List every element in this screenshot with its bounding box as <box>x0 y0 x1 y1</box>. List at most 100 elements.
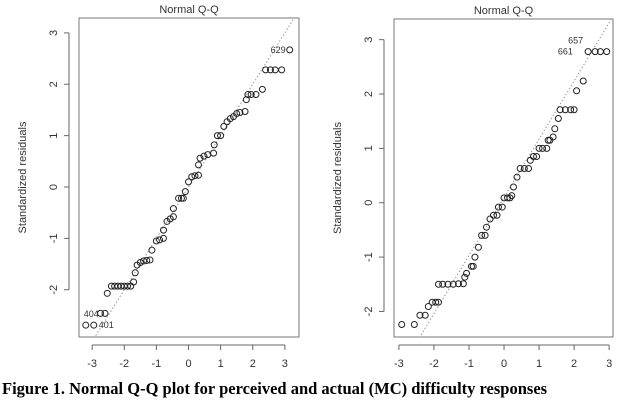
x-tick-label: -2 <box>429 358 439 370</box>
reference-line <box>94 18 295 337</box>
data-point <box>143 256 151 264</box>
x-tick-label: 0 <box>501 358 507 370</box>
y-tick-label: 0 <box>363 200 375 206</box>
data-point <box>194 161 202 169</box>
data-point <box>474 243 482 251</box>
data-point <box>90 321 98 329</box>
chart-title: Normal Q-Q <box>474 5 534 17</box>
data-point <box>551 125 559 133</box>
data-point <box>516 164 524 172</box>
data-point <box>554 114 562 122</box>
point-annotation: 657 <box>568 36 583 46</box>
data-point <box>159 226 167 234</box>
y-tick-label: 2 <box>48 81 60 87</box>
x-tick-label: 1 <box>218 358 224 370</box>
data-point <box>233 110 241 118</box>
data-point <box>556 106 564 114</box>
data-point <box>570 106 578 114</box>
data-point <box>177 194 185 202</box>
data-point <box>210 149 218 157</box>
data-point <box>159 234 167 242</box>
data-point <box>439 280 447 288</box>
data-point <box>123 282 131 290</box>
data-point <box>529 153 537 161</box>
data-point <box>591 48 599 56</box>
y-tick-label: -2 <box>363 307 375 317</box>
y-tick-label: 1 <box>48 133 60 139</box>
data-point <box>493 211 501 219</box>
data-point <box>97 309 105 317</box>
plot-frame <box>393 18 614 338</box>
data-point <box>196 154 204 162</box>
y-axis-label: Standardized residuals <box>332 122 344 234</box>
data-point <box>513 173 521 181</box>
x-tick-label: -3 <box>394 358 404 370</box>
data-point <box>509 183 517 191</box>
data-point <box>461 273 469 281</box>
x-tick-label: 2 <box>571 358 577 370</box>
data-point <box>217 132 225 140</box>
data-point <box>498 203 506 211</box>
data-point <box>459 280 467 288</box>
data-point <box>526 156 534 164</box>
data-point <box>188 173 196 181</box>
x-tick-label: 0 <box>185 358 191 370</box>
data-point <box>435 298 443 306</box>
point-annotation: 629 <box>271 45 286 55</box>
y-axis-label: Standardized residuals <box>17 121 29 233</box>
data-point <box>244 91 252 99</box>
data-point <box>247 91 255 99</box>
y-tick-label: -1 <box>363 252 375 262</box>
point-annotation: 661 <box>558 47 573 57</box>
figure-caption: Figure 1. Normal Q-Q plot for perceived … <box>2 379 548 398</box>
data-point <box>252 91 260 99</box>
data-point <box>278 66 286 74</box>
data-point <box>241 107 249 115</box>
data-point <box>520 164 528 172</box>
data-point <box>103 289 111 297</box>
data-point <box>258 85 266 93</box>
qq-panel-1: Normal Q-Q -3 -2 -1 0 1 2 3 -2 -1 0 1 2 3 Standardized… <box>17 4 300 370</box>
data-point <box>469 262 477 270</box>
y-tick-label: 2 <box>363 91 375 97</box>
y-tick-label: -1 <box>48 233 60 243</box>
data-point <box>490 211 498 219</box>
data-point <box>533 153 541 161</box>
data-point <box>449 280 457 288</box>
data-point <box>175 194 183 202</box>
data-point <box>179 194 187 202</box>
data-point <box>181 188 189 196</box>
data-point <box>483 223 491 231</box>
data-point <box>416 311 424 319</box>
data-point <box>136 259 144 267</box>
x-tick-label: -1 <box>152 358 162 370</box>
data-point <box>131 269 139 277</box>
x-tick-label: -1 <box>464 358 474 370</box>
data-point <box>421 311 429 319</box>
data-point <box>486 215 494 223</box>
data-point <box>262 66 270 74</box>
y-tick-label: 3 <box>48 30 60 36</box>
data-point <box>146 256 154 264</box>
data-point <box>471 253 479 261</box>
qq-panel-2: Normal Q-Q -3 -2 -1 0 1 2 3 -2 -1 0 1 2 3 Standardized… <box>332 5 614 370</box>
data-point <box>504 194 512 202</box>
data-point <box>525 164 533 172</box>
data-point <box>169 205 177 213</box>
data-point <box>148 246 156 254</box>
data-point <box>506 194 514 202</box>
y-tick-label: 3 <box>363 37 375 43</box>
data-point <box>410 320 418 328</box>
data-point <box>398 320 406 328</box>
data-point <box>266 66 274 74</box>
data-point <box>573 87 581 95</box>
data-point <box>435 280 443 288</box>
data-point <box>543 144 551 152</box>
point-annotation: 401 <box>99 320 114 330</box>
data-point <box>454 280 462 288</box>
data-point <box>236 109 244 117</box>
data-point <box>549 133 557 141</box>
x-tick-label: -3 <box>87 358 97 370</box>
data-point <box>169 213 177 221</box>
